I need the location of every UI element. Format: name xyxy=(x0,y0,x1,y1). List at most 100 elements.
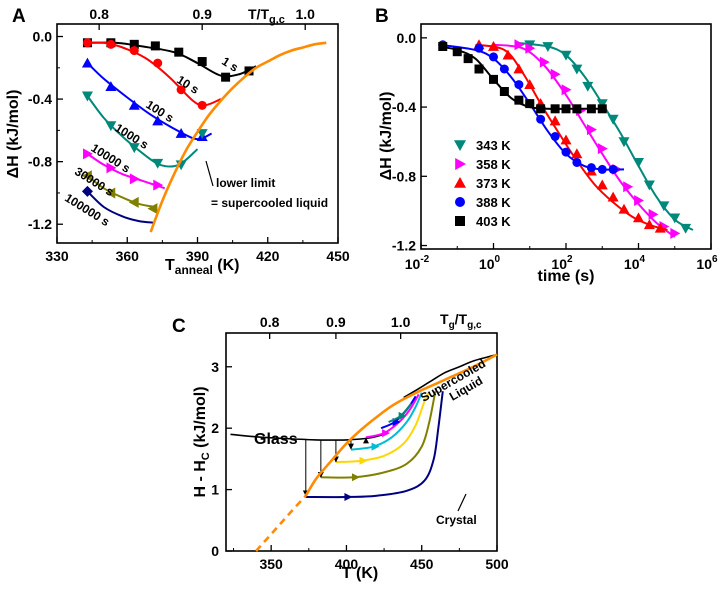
data-point xyxy=(105,81,117,91)
data-point xyxy=(561,84,572,96)
data-point xyxy=(128,196,139,208)
series-line xyxy=(493,43,676,238)
data-point xyxy=(596,99,608,110)
data-point xyxy=(597,164,607,174)
data-point xyxy=(561,104,571,114)
data-point xyxy=(648,208,659,220)
quench-curve xyxy=(350,392,423,451)
data-point xyxy=(489,52,498,62)
data-point xyxy=(129,46,139,56)
data-point xyxy=(525,42,536,54)
x-tick-label: 350 xyxy=(259,556,283,572)
data-point xyxy=(542,42,554,52)
x-axis-label-main: T xyxy=(165,257,175,274)
series-line xyxy=(87,41,257,78)
data-point xyxy=(514,39,525,51)
y-tick-label: -0.8 xyxy=(28,154,52,170)
series-line xyxy=(87,41,222,107)
y-tick-label: 0.0 xyxy=(397,30,417,46)
y-tick-label: 1 xyxy=(211,482,219,498)
data-point xyxy=(489,74,498,84)
quench-curve xyxy=(335,390,431,465)
x-axis-label-sub: anneal xyxy=(175,263,213,277)
x-tick-label: 10-2 xyxy=(405,254,430,272)
data-point xyxy=(196,129,208,139)
top-tick-label: 0.9 xyxy=(192,6,212,22)
data-point xyxy=(560,134,572,145)
y-axis-label-sub: C xyxy=(200,452,212,460)
data-point xyxy=(582,81,594,92)
panel-letter-c: C xyxy=(172,316,186,337)
legend-label: 373 K xyxy=(476,176,511,191)
data-point xyxy=(82,38,92,48)
data-point xyxy=(463,54,473,64)
data-point xyxy=(147,203,158,215)
quench-arrowhead xyxy=(398,411,407,420)
x-tick-exp: -2 xyxy=(420,254,429,265)
data-point xyxy=(539,56,550,68)
quench-curve xyxy=(320,391,437,482)
supercooled-liquid-line xyxy=(149,41,327,233)
y-axis-label-unit: (kJ/mol) xyxy=(192,386,209,452)
legend-label: 388 K xyxy=(476,195,511,210)
data-point xyxy=(474,43,484,53)
top-axis-label-sub: g,c xyxy=(269,14,285,26)
data-point xyxy=(499,87,509,96)
data-point xyxy=(105,187,116,199)
series-403-K: 403 K xyxy=(438,42,607,229)
legend-marker xyxy=(455,158,466,170)
data-point xyxy=(643,219,655,230)
data-point xyxy=(106,162,117,174)
y-tick-label: -0.4 xyxy=(392,99,416,115)
data-point xyxy=(106,39,116,49)
series-343-K: 343 K xyxy=(454,40,694,234)
x-tick-label: 420 xyxy=(256,248,280,264)
data-point xyxy=(596,179,608,190)
x-tick-label: 390 xyxy=(186,248,210,264)
data-point xyxy=(633,212,644,223)
annotation-pointer xyxy=(205,160,214,187)
y-tick-label: -0.4 xyxy=(28,91,52,107)
data-point xyxy=(586,163,596,173)
quench-arrowhead xyxy=(351,473,360,482)
top-axis-label-part: g xyxy=(449,320,455,331)
data-point xyxy=(81,91,93,102)
top-tick-label: 0.9 xyxy=(326,314,346,330)
crystal-line xyxy=(403,353,498,399)
series-10-s: 10 s xyxy=(82,38,222,110)
x-tick-base: 10 xyxy=(551,256,567,272)
series-388-K: 388 K xyxy=(438,40,625,210)
supercooled-liquid-line xyxy=(304,353,498,497)
data-point xyxy=(586,124,597,136)
top-axis-label-main: T/T xyxy=(248,6,269,22)
series-label: 1 s xyxy=(219,54,241,75)
legend-label: 343 K xyxy=(476,138,511,153)
series-line xyxy=(86,174,156,208)
data-point xyxy=(608,164,618,174)
x-tick-base: 10 xyxy=(696,256,712,272)
data-point xyxy=(152,158,164,169)
y-axis-label: ΔH (kJ/mol) xyxy=(378,92,395,181)
data-point xyxy=(643,180,655,191)
crystal-label: Crystal xyxy=(436,513,477,527)
data-point xyxy=(438,42,448,51)
data-point xyxy=(618,203,630,214)
x-tick-label: 104 xyxy=(624,254,646,272)
x-tick-label: 450 xyxy=(410,556,434,572)
glass-label: Glass xyxy=(254,431,298,448)
y-axis-label: ΔH (kJ/mol) xyxy=(5,90,22,179)
data-point xyxy=(633,158,644,168)
data-point xyxy=(499,64,509,74)
data-point xyxy=(623,181,634,193)
data-point xyxy=(571,148,583,159)
data-point xyxy=(153,58,163,68)
data-point xyxy=(669,213,681,224)
x-tick-label: 330 xyxy=(45,248,69,264)
x-axis-label: T (K) xyxy=(342,565,378,582)
supercooled-liquid-extrapolation xyxy=(255,494,307,552)
quench-arrowhead xyxy=(344,492,353,501)
data-point xyxy=(244,66,254,76)
annotation-line-1: lower limit xyxy=(216,176,275,190)
series-line xyxy=(86,190,154,224)
data-point xyxy=(81,185,93,197)
